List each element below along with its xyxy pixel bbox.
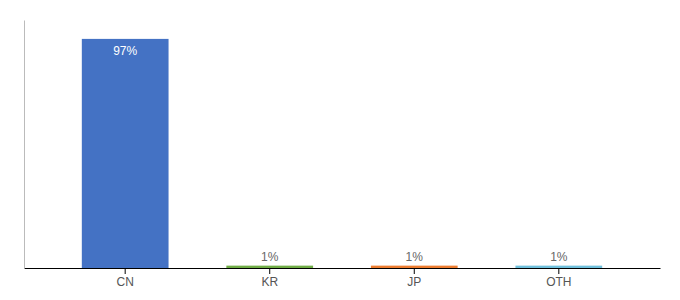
bar xyxy=(82,39,169,268)
data-label: 1% xyxy=(550,250,568,264)
x-tick-label: OTH xyxy=(546,275,571,289)
x-tick-label: KR xyxy=(261,275,278,289)
x-tick-mark xyxy=(125,268,126,274)
bar xyxy=(515,266,602,268)
x-axis: CN KR JP OTH xyxy=(25,268,661,289)
chart: CN KR JP OTH 97% 1% 1% 1% xyxy=(0,0,680,300)
x-tick: KR xyxy=(261,268,278,289)
data-label: 97% xyxy=(113,44,137,58)
x-tick-mark xyxy=(558,268,559,274)
x-tick: CN xyxy=(117,268,134,289)
x-tick: OTH xyxy=(546,268,571,289)
plot: CN KR JP OTH 97% 1% 1% 1% xyxy=(25,21,661,289)
bars xyxy=(82,39,602,268)
data-label: 1% xyxy=(261,250,279,264)
x-axis-line xyxy=(25,268,661,269)
x-tick-label: JP xyxy=(407,275,421,289)
x-tick: JP xyxy=(407,268,421,289)
data-labels: 97% 1% 1% 1% xyxy=(113,44,568,264)
data-label: 1% xyxy=(406,250,424,264)
y-axis xyxy=(24,21,25,269)
bar xyxy=(371,266,458,268)
x-tick-mark xyxy=(414,268,415,274)
x-tick-mark xyxy=(269,268,270,274)
y-axis-line xyxy=(24,21,25,269)
x-tick-label: CN xyxy=(117,275,134,289)
bar xyxy=(226,266,313,268)
